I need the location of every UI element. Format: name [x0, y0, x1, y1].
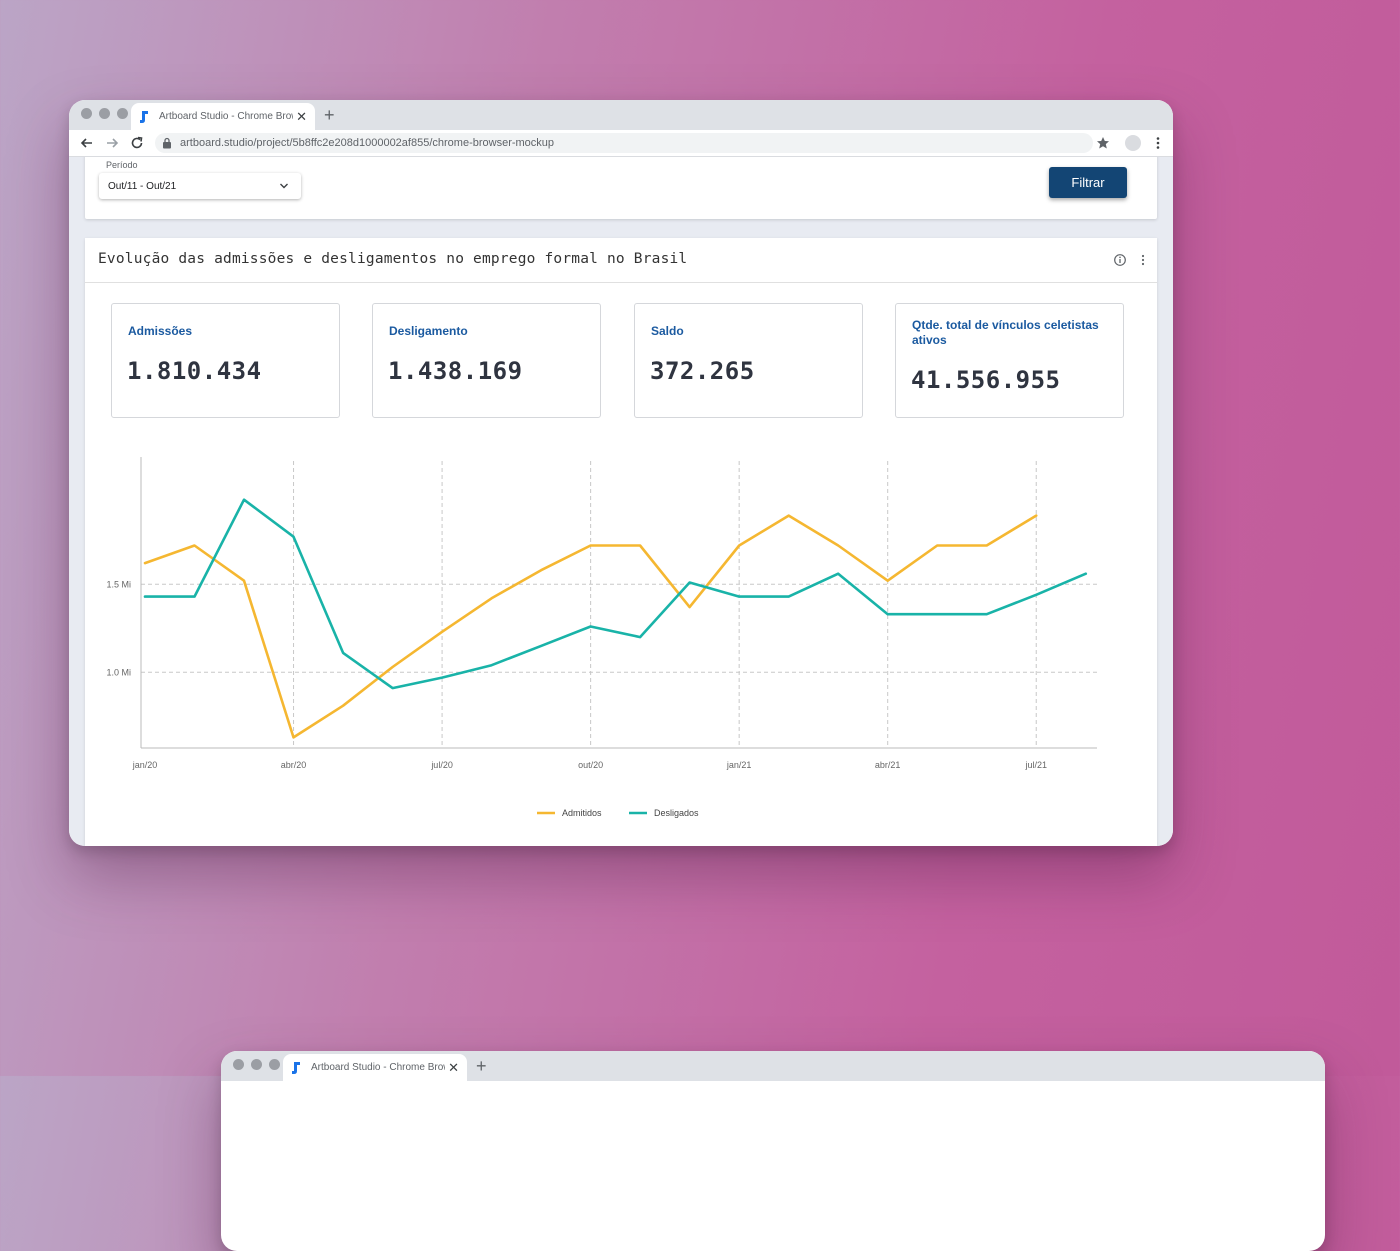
url-text: artboard.studio/project/5b8ffc2e208d1000… [180, 137, 555, 149]
reload-icon[interactable] [129, 135, 145, 151]
browser-window: Artboard Studio - Chrome Browser Mockup … [69, 100, 1173, 846]
second-browser-window: Artboard Studio - Chrome Browser Mockup … [221, 1051, 1325, 1251]
x-tick-label: jul/21 [1024, 760, 1047, 770]
browser-tab[interactable]: Artboard Studio - Chrome Browser Mockup … [131, 103, 315, 130]
page-content: Período Out/11 - Out/21 Filtrar Evolução… [69, 157, 1173, 846]
maximize-window-button[interactable] [269, 1059, 280, 1070]
line-chart: jan/20 abr/20 jul/20 out/20 jan/21 abr/21 jul/… [106, 457, 1097, 818]
forward-arrow-icon[interactable] [104, 135, 120, 151]
star-icon[interactable] [1096, 136, 1110, 150]
artboard-favicon-icon [292, 1061, 300, 1074]
tab-strip: Artboard Studio - Chrome Browser Mockup … [221, 1051, 1325, 1081]
x-tick-label: out/20 [578, 760, 603, 770]
employment-card: Evolução das admissões e desligamentos n… [85, 238, 1157, 846]
series-line-desligados [143, 498, 1088, 690]
filter-button[interactable]: Filtrar [1049, 167, 1127, 198]
minimize-window-button[interactable] [99, 108, 110, 119]
y-tick-label: 1.0 Mi [106, 667, 131, 677]
series-line-admitidos [143, 514, 1038, 739]
kpi-card-vinculos: Qtde. total de vínculos celetistas ativo… [895, 303, 1124, 418]
new-tab-button[interactable]: + [476, 1056, 487, 1076]
period-select[interactable]: Out/11 - Out/21 [99, 173, 301, 199]
close-window-button[interactable] [81, 108, 92, 119]
x-tick-label: abr/20 [281, 760, 307, 770]
x-tick-label: jan/20 [132, 760, 158, 770]
browser-toolbar: artboard.studio/project/5b8ffc2e208d1000… [69, 130, 1173, 157]
filter-panel: Período Out/11 - Out/21 Filtrar [85, 157, 1157, 219]
x-tick-label: abr/21 [875, 760, 901, 770]
kpi-value: 1.438.169 [388, 357, 523, 385]
browser-tab[interactable]: Artboard Studio - Chrome Browser Mockup … [283, 1054, 467, 1081]
card-menu-icon[interactable] [1136, 253, 1150, 267]
kpi-label: Qtde. total de vínculos celetistas ativo… [912, 318, 1099, 347]
tab-title: Artboard Studio - Chrome Browser Mockup [159, 111, 293, 122]
y-tick-label: 1.5 Mi [106, 579, 131, 589]
tab-strip: Artboard Studio - Chrome Browser Mockup … [69, 100, 1173, 130]
back-arrow-icon[interactable] [79, 135, 95, 151]
kpi-card-saldo: Saldo 372.265 [634, 303, 863, 418]
close-window-button[interactable] [233, 1059, 244, 1070]
address-bar[interactable]: artboard.studio/project/5b8ffc2e208d1000… [155, 133, 1093, 153]
period-label: Período [106, 160, 138, 170]
kpi-label: Desligamento [389, 324, 468, 338]
window-controls [233, 1059, 280, 1070]
kpi-label: Admissões [128, 324, 193, 338]
card-header: Evolução das admissões e desligamentos n… [85, 238, 1157, 283]
legend-label: Admitidos [562, 808, 602, 818]
info-icon[interactable] [1113, 253, 1127, 267]
kpi-value: 41.556.955 [911, 366, 1061, 394]
kpi-card-desligamento: Desligamento 1.438.169 [372, 303, 601, 418]
menu-icon[interactable] [1151, 136, 1165, 150]
new-tab-button[interactable]: + [324, 105, 335, 125]
kpi-value: 1.810.434 [127, 357, 262, 385]
x-tick-label: jan/21 [726, 760, 752, 770]
window-controls [81, 108, 128, 119]
maximize-window-button[interactable] [117, 108, 128, 119]
minimize-window-button[interactable] [251, 1059, 262, 1070]
tab-title: Artboard Studio - Chrome Browser Mockup [311, 1062, 445, 1073]
profile-icon[interactable] [1125, 135, 1141, 151]
tab-close-icon[interactable]: ✕ [296, 109, 307, 124]
tab-close-icon[interactable]: ✕ [448, 1060, 459, 1075]
card-title: Evolução das admissões e desligamentos n… [98, 251, 688, 267]
chevron-down-icon [280, 183, 288, 189]
artboard-favicon-icon [140, 110, 148, 123]
period-value: Out/11 - Out/21 [108, 180, 177, 192]
legend-label: Desligados [654, 808, 699, 818]
kpi-card-admissoes: Admissões 1.810.434 [111, 303, 340, 418]
kpi-label: Saldo [651, 324, 684, 338]
kpi-value: 372.265 [650, 357, 755, 385]
lock-icon [163, 137, 171, 149]
x-tick-label: jul/20 [430, 760, 453, 770]
